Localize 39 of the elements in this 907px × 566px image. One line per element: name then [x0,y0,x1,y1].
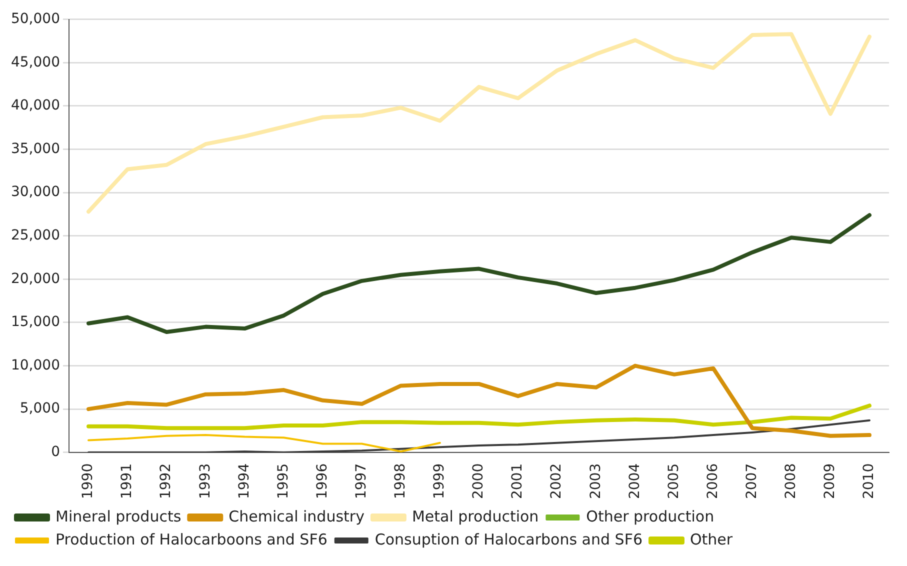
y-tick-label: 45,000 [10,54,60,70]
x-tick-label: 1992 [158,463,174,500]
x-tick-label: 1994 [236,463,252,500]
legend-label: Metal production [412,507,539,526]
x-tick-label: 2000 [470,463,487,500]
y-tick-label: 20,000 [10,270,60,287]
legend-label: Other production [586,507,714,526]
y-tick-label: 35,000 [10,140,60,157]
x-tick-label: 1993 [197,463,214,500]
x-tick-label: 1991 [119,463,136,500]
x-tick-label: 1997 [353,463,370,500]
y-tick-label: 40,000 [10,98,60,114]
x-tick-label: 2008 [783,463,800,500]
x-tick-label: 1995 [275,463,292,500]
legend-label: Chemical industry [228,507,365,526]
legend-label: Production of Halocarboons and SF6 [56,530,328,548]
x-tick-label: 2001 [510,463,526,500]
x-tick-label: 1998 [392,463,409,500]
x-tick-label: 2003 [588,463,604,500]
x-tick-label: 2005 [666,463,682,500]
x-tick-label: 2004 [626,463,643,500]
x-tick-label: 1990 [80,463,96,500]
y-tick-label: 0 [51,444,60,460]
y-tick-label: 5,000 [20,400,60,417]
x-tick-label: 2007 [744,463,760,500]
legend-label: Other [690,530,734,548]
y-tick-label: 30,000 [10,184,60,200]
y-tick-label: 25,000 [10,228,60,244]
x-tick-label: 1999 [432,463,448,500]
x-tick-label: 2010 [861,463,878,500]
y-tick-label: 50,000 [10,11,60,28]
y-tick-label: 15,000 [10,314,60,330]
y-tick-label: 10,000 [10,357,60,374]
x-tick-label: 2006 [704,463,721,500]
x-tick-label: 1996 [314,463,330,500]
x-tick-label: 2009 [822,463,838,500]
legend-label: Mineral products [56,507,182,526]
x-tick-label: 2002 [548,463,565,500]
legend-label: Consuption of Halocarbons and SF6 [374,530,642,548]
